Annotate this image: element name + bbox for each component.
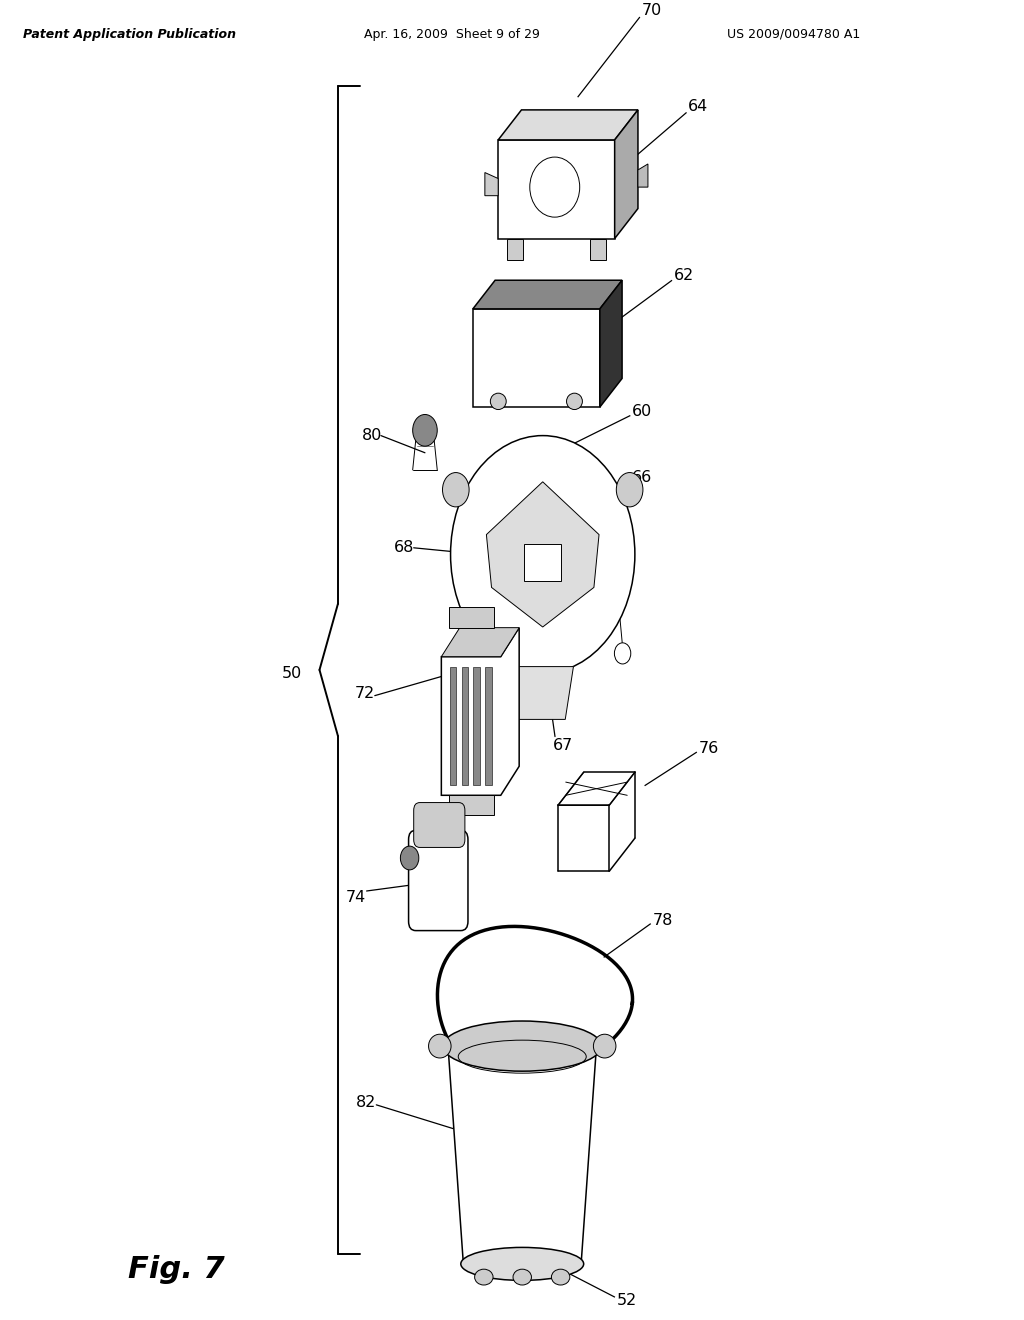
Ellipse shape	[551, 1270, 569, 1286]
Circle shape	[400, 846, 419, 870]
Polygon shape	[441, 627, 519, 656]
Polygon shape	[450, 667, 457, 784]
Circle shape	[451, 436, 635, 673]
Polygon shape	[507, 239, 523, 260]
Text: 82: 82	[356, 1094, 376, 1110]
Text: 68: 68	[394, 540, 415, 556]
Polygon shape	[441, 627, 519, 795]
Polygon shape	[499, 140, 614, 239]
Polygon shape	[600, 280, 623, 407]
FancyBboxPatch shape	[414, 803, 465, 847]
Text: 72: 72	[354, 685, 375, 701]
Ellipse shape	[490, 393, 506, 409]
Ellipse shape	[461, 1247, 584, 1280]
Ellipse shape	[475, 1270, 494, 1286]
Polygon shape	[638, 164, 648, 187]
Polygon shape	[449, 795, 494, 814]
Ellipse shape	[594, 1035, 616, 1059]
Circle shape	[442, 473, 469, 507]
Ellipse shape	[513, 1270, 531, 1286]
Text: Fig. 7: Fig. 7	[128, 1255, 224, 1284]
Polygon shape	[473, 280, 623, 309]
Polygon shape	[507, 667, 573, 719]
Text: 80: 80	[361, 428, 382, 444]
Polygon shape	[449, 1045, 596, 1265]
Text: US 2009/0094780 A1: US 2009/0094780 A1	[727, 28, 860, 41]
Polygon shape	[499, 110, 638, 140]
Text: 70: 70	[641, 4, 662, 18]
Text: 60: 60	[632, 404, 652, 420]
Text: 66: 66	[632, 470, 652, 486]
Ellipse shape	[442, 1022, 602, 1072]
Polygon shape	[449, 606, 494, 627]
Circle shape	[616, 473, 643, 507]
Text: 64: 64	[688, 99, 709, 114]
FancyBboxPatch shape	[409, 830, 468, 931]
Circle shape	[413, 414, 437, 446]
Text: 78: 78	[652, 912, 673, 928]
Text: Apr. 16, 2009  Sheet 9 of 29: Apr. 16, 2009 Sheet 9 of 29	[364, 28, 540, 41]
Text: 67: 67	[553, 738, 573, 754]
Polygon shape	[486, 482, 599, 627]
Polygon shape	[590, 239, 606, 260]
Polygon shape	[462, 667, 468, 784]
Text: 52: 52	[616, 1294, 637, 1308]
Text: 62: 62	[674, 268, 694, 282]
Polygon shape	[485, 667, 492, 784]
Ellipse shape	[566, 393, 583, 409]
Polygon shape	[485, 173, 499, 195]
Text: 50: 50	[282, 665, 302, 681]
Polygon shape	[473, 667, 480, 784]
Circle shape	[614, 643, 631, 664]
Ellipse shape	[428, 1035, 451, 1059]
Polygon shape	[473, 309, 600, 407]
Polygon shape	[524, 544, 561, 581]
Polygon shape	[614, 110, 638, 239]
Text: Patent Application Publication: Patent Application Publication	[23, 28, 236, 41]
Text: 76: 76	[698, 741, 719, 756]
Text: 74: 74	[346, 890, 367, 906]
